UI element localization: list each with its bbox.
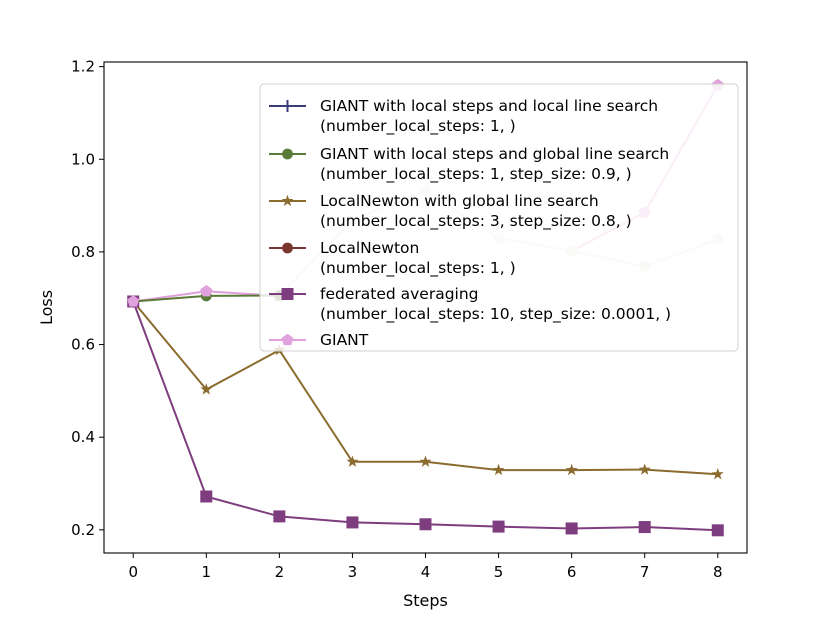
legend-label-detail: (number_local_steps: 1, ): [320, 117, 516, 136]
x-tick-label: 2: [275, 563, 285, 581]
data-point-marker: [281, 100, 294, 112]
data-point-marker: [638, 521, 651, 534]
data-point-marker: [273, 510, 286, 523]
data-point-marker: [346, 455, 359, 467]
legend-label: GIANT: [320, 331, 369, 349]
legend-label-detail: (number_local_steps: 3, step_size: 0.8, …: [320, 212, 632, 231]
y-tick-label: 0.6: [71, 336, 95, 354]
data-point-marker: [419, 518, 432, 531]
data-point-marker: [200, 490, 213, 503]
legend-label: LocalNewton with global line search: [320, 192, 599, 210]
data-point-marker: [282, 148, 293, 160]
x-tick-label: 5: [494, 563, 504, 581]
legend-label: GIANT with local steps and local line se…: [320, 97, 658, 115]
y-axis-label: Loss: [37, 290, 56, 325]
data-point-marker: [200, 284, 213, 297]
data-point-marker: [200, 383, 213, 395]
y-tick-label: 1.2: [71, 58, 95, 76]
x-tick-label: 6: [567, 563, 577, 581]
data-point-marker: [346, 516, 359, 529]
data-point-marker: [711, 467, 724, 480]
legend-label-detail: (number_local_steps: 1, step_size: 0.9, …: [320, 165, 632, 184]
legend-label: GIANT with local steps and global line s…: [320, 145, 669, 163]
legend-box: [259, 83, 739, 352]
data-point-marker: [492, 520, 505, 533]
data-point-marker: [492, 463, 505, 476]
legend-label: LocalNewton: [320, 239, 419, 257]
data-point-marker: [638, 463, 651, 475]
data-point-marker: [281, 288, 294, 300]
data-point-marker: [565, 463, 578, 476]
x-axis-label: Steps: [403, 591, 448, 610]
legend-label: federated averaging: [320, 285, 479, 303]
y-tick-label: 1.0: [71, 150, 95, 168]
legend-label-detail: (number_local_steps: 1, ): [320, 259, 516, 278]
data-point-marker: [281, 194, 294, 207]
legend: GIANT with local steps and local line se…: [259, 83, 739, 352]
data-point-marker: [419, 455, 432, 467]
y-tick-label: 0.4: [71, 428, 95, 446]
x-tick-label: 7: [640, 563, 650, 581]
x-tick-label: 0: [128, 563, 138, 581]
data-point-marker: [565, 522, 578, 535]
data-point-marker: [282, 242, 293, 254]
x-tick-label: 3: [348, 563, 358, 581]
x-tick-label: 4: [421, 563, 431, 581]
legend-label-detail: (number_local_steps: 10, step_size: 0.00…: [320, 305, 671, 324]
x-tick-label: 8: [713, 563, 723, 581]
data-point-marker: [281, 333, 294, 346]
x-tick-label: 1: [202, 563, 212, 581]
data-point-marker: [711, 524, 724, 537]
y-tick-label: 0.8: [71, 243, 95, 261]
data-point-marker: [127, 295, 140, 307]
y-tick-label: 0.2: [71, 521, 95, 539]
